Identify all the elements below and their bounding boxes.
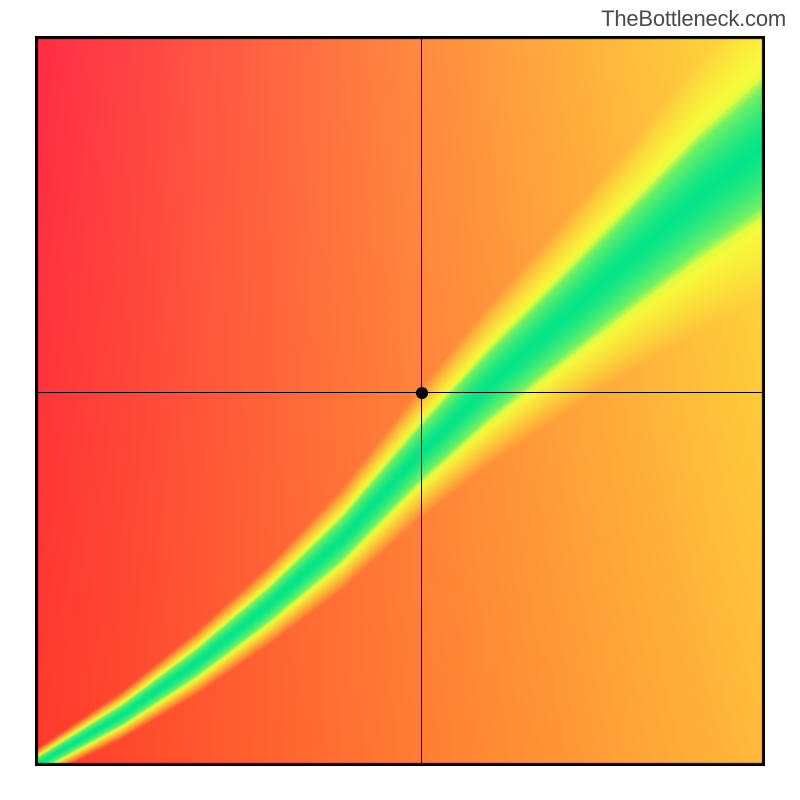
crosshair-vertical [421, 36, 422, 766]
crosshair-horizontal [35, 392, 765, 393]
watermark-text: TheBottleneck.com [601, 6, 786, 32]
bottleneck-heatmap [35, 36, 765, 766]
selection-marker [416, 387, 428, 399]
